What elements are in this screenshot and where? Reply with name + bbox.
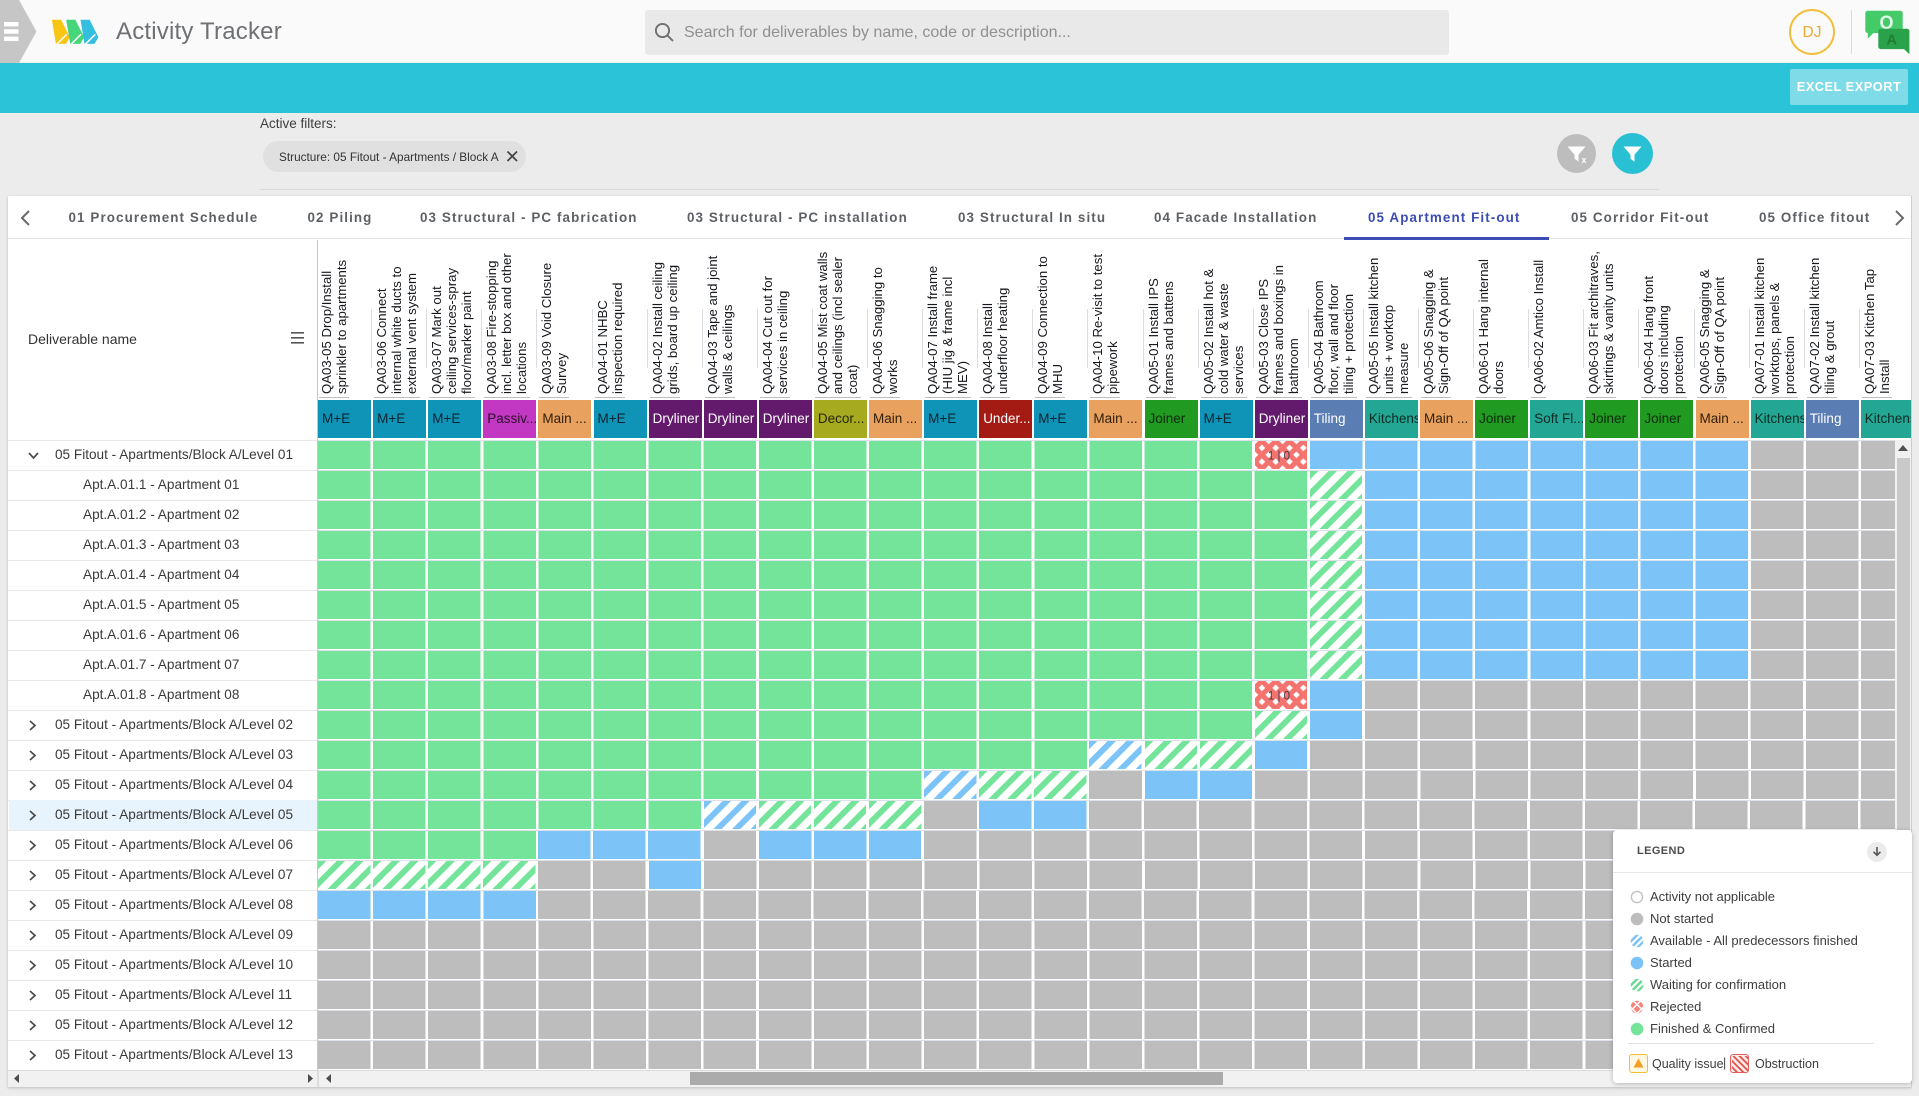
svg-text:1 | 0: 1 | 0 [1268, 451, 1290, 463]
svg-text:A: A [1887, 32, 1898, 48]
svg-text:Q: Q [1879, 13, 1893, 33]
svg-text:1 | 0: 1 | 0 [1268, 691, 1290, 703]
svg-text:x: x [1582, 155, 1587, 165]
